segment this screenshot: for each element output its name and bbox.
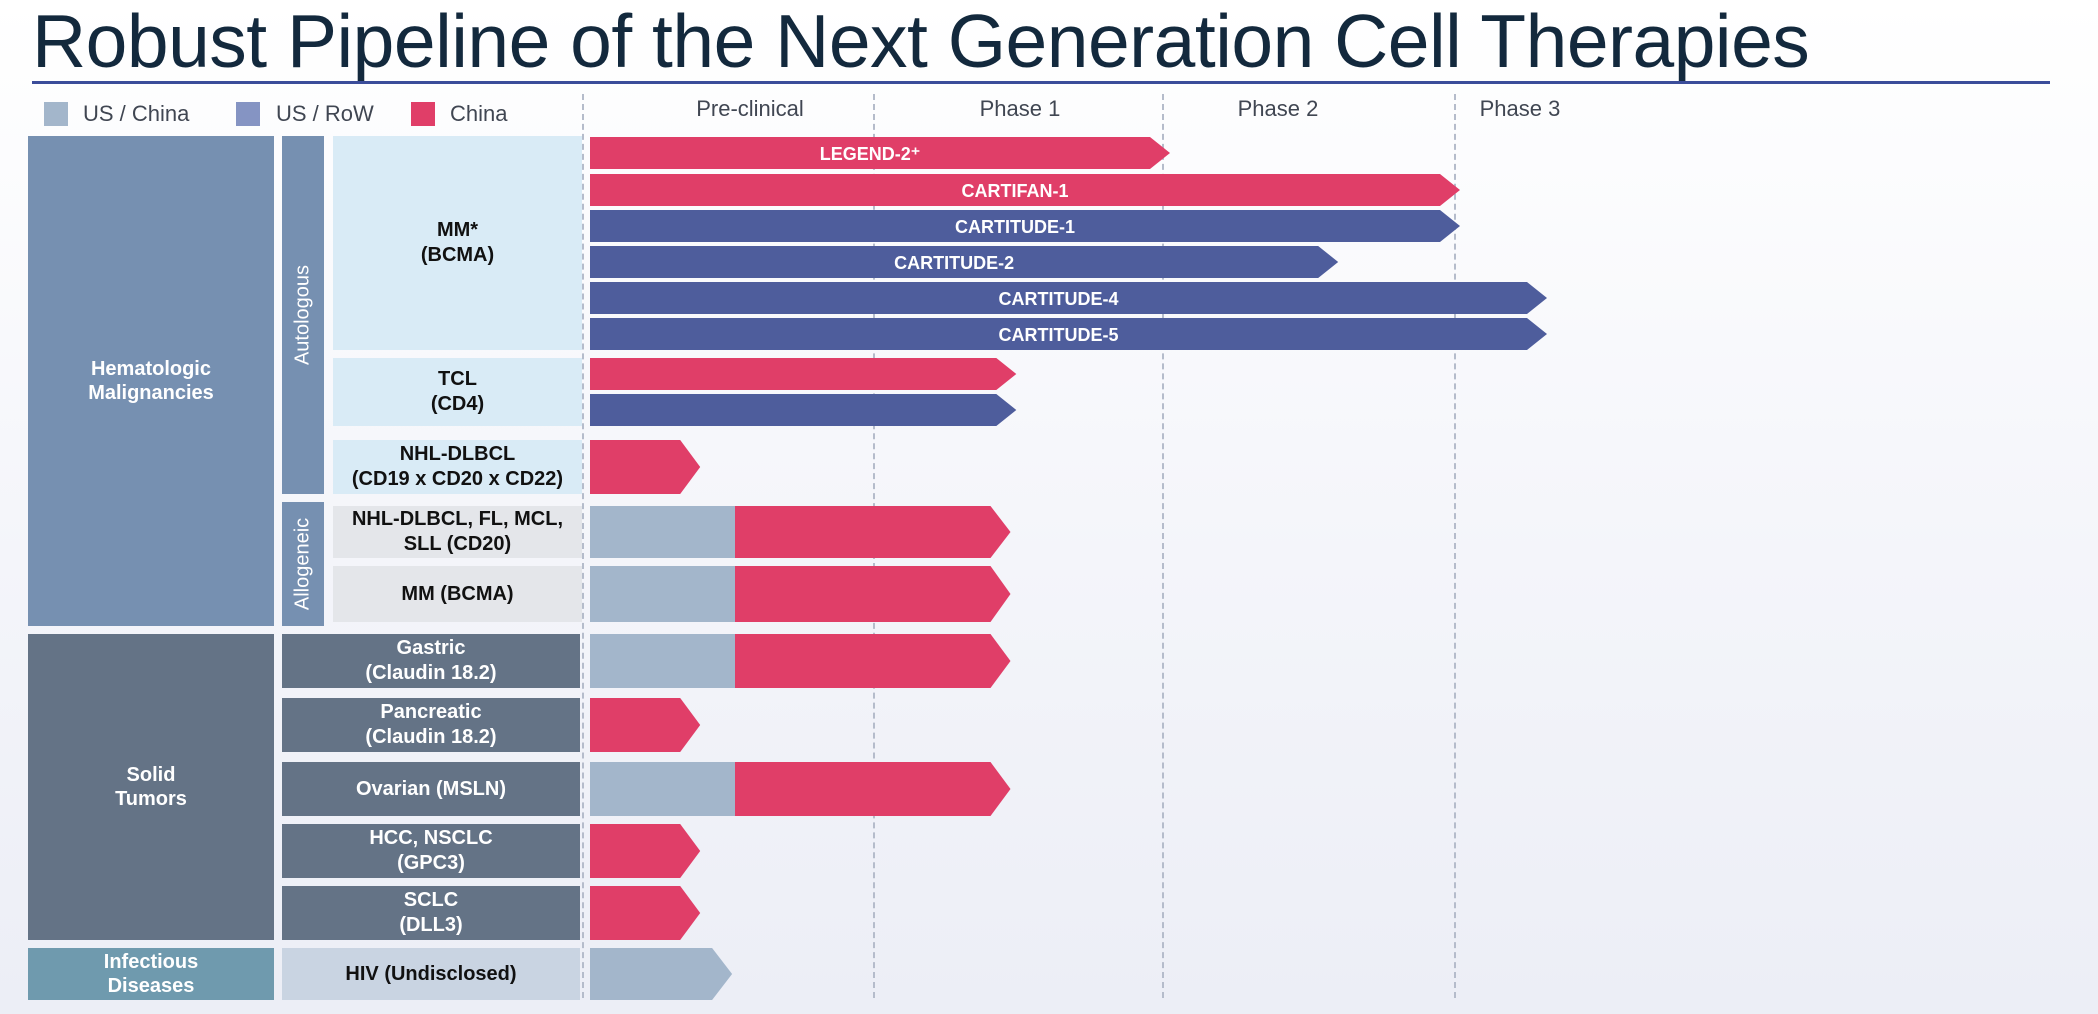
indication-hiv: HIV (Undisclosed) <box>282 948 580 1000</box>
legend-swatch-us-row <box>236 102 260 126</box>
legend-swatch-china <box>411 102 435 126</box>
bar-label-cartifan-1-1: CARTIFAN-1 <box>962 181 1069 201</box>
legend-label-us-china: US / China <box>83 101 190 126</box>
title-divider <box>32 81 2050 84</box>
bar-segment-us-china-11 <box>590 634 735 688</box>
bar-label-cartitude-2-3: CARTITUDE-2 <box>894 253 1014 273</box>
bar-segment-us-china-10 <box>590 566 735 622</box>
phase-divider-2 <box>1162 94 1164 998</box>
category-infectious: Infectious Diseases <box>28 948 274 1000</box>
phase-header-phase-1: Phase 1 <box>979 96 1061 121</box>
legend-label-us-row: US / RoW <box>276 101 374 126</box>
bar-label-cartitude-1-2: CARTITUDE-1 <box>955 217 1075 237</box>
indication-nhl-dlbcl-allo: NHL-DLBCL, FL, MCL, SLL (CD20) <box>333 506 582 558</box>
bar-segment-china-13 <box>735 762 1011 816</box>
indication-gastric: Gastric (Claudin 18.2) <box>282 634 580 688</box>
bar-hcc-nsclc-gpc3--14 <box>590 824 701 878</box>
legend-label-china: China <box>450 101 508 126</box>
phase-header-phase-3: Phase 3 <box>1479 96 1561 121</box>
indication-mm-bcma-allo: MM (BCMA) <box>333 566 582 622</box>
bar-cartitude-1-2 <box>590 210 1460 242</box>
phase-divider-3 <box>1454 94 1456 998</box>
bar-legend-2--0 <box>590 137 1170 169</box>
bar-tcl-cd4--7 <box>590 394 1017 426</box>
bar-segment-china-9 <box>735 506 1011 558</box>
bar-segment-us-china-9 <box>590 506 735 558</box>
bar-pancreatic-claudin-18-2--12 <box>590 698 701 752</box>
indication-mm-bcma-auto: MM* (BCMA) <box>333 136 582 350</box>
category-hematologic: Hematologic Malignancies <box>28 136 274 626</box>
phase-header-preclinical: Pre-clinical <box>696 96 804 121</box>
indication-ovarian: Ovarian (MSLN) <box>282 762 580 816</box>
bar-nhl-dlbcl-cd19-x-cd20-x-cd22--8 <box>590 440 701 494</box>
bar-label-legend-2--0: LEGEND-2⁺ <box>820 144 921 164</box>
bar-cartitude-4-4 <box>590 282 1547 314</box>
bar-sclc-dll3--15 <box>590 886 701 940</box>
bar-segment-china-10 <box>735 566 1011 622</box>
bar-hiv-undisclosed--16 <box>590 948 733 1000</box>
indication-sclc: SCLC (DLL3) <box>282 886 580 940</box>
bar-tcl-cd4--6 <box>590 358 1017 390</box>
category-solid-tumors: Solid Tumors <box>28 634 274 940</box>
legend-swatch-us-china <box>44 102 68 126</box>
bar-cartitude-5-5 <box>590 318 1547 350</box>
indication-nhl-dlbcl-auto: NHL-DLBCL (CD19 x CD20 x CD22) <box>333 440 582 494</box>
indication-hcc-nsclc: HCC, NSCLC (GPC3) <box>282 824 580 878</box>
phase-divider-0 <box>582 94 584 998</box>
bar-segment-us-china-13 <box>590 762 735 816</box>
bar-cartitude-2-3 <box>590 246 1339 278</box>
bar-label-cartitude-5-5: CARTITUDE-5 <box>999 325 1119 345</box>
subcategory-allogeneic: Allogeneic <box>282 502 324 626</box>
phase-header-phase-2: Phase 2 <box>1237 96 1319 121</box>
bar-cartifan-1-1 <box>590 174 1460 206</box>
page-title: Robust Pipeline of the Next Generation C… <box>32 0 1810 83</box>
indication-pancreatic: Pancreatic (Claudin 18.2) <box>282 698 580 752</box>
bar-label-cartitude-4-4: CARTITUDE-4 <box>999 289 1119 309</box>
indication-tcl: TCL (CD4) <box>333 358 582 426</box>
subcategory-autologous: Autologous <box>282 136 324 494</box>
bar-segment-china-11 <box>735 634 1011 688</box>
